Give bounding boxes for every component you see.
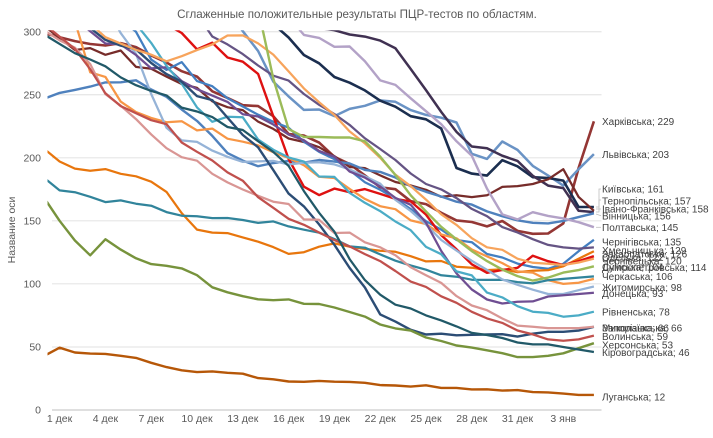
svg-text:Луганська; 12: Луганська; 12 [602,393,666,404]
svg-text:Закарпатська; 126: Закарпатська; 126 [602,250,688,261]
svg-text:3 янв: 3 янв [550,413,576,425]
svg-text:22 дек: 22 дек [365,413,397,425]
svg-text:50: 50 [29,342,41,354]
svg-text:Сглаженные положительные резул: Сглаженные положительные результаты ПЦР-… [177,8,537,21]
svg-text:Житомирська; 98: Житомирська; 98 [602,283,682,294]
svg-text:Волинська; 59: Волинська; 59 [602,332,668,343]
svg-text:Херсонська; 53: Херсонська; 53 [602,340,673,351]
svg-text:Запорізька; 66: Запорізька; 66 [602,323,669,334]
svg-text:Харківська; 229: Харківська; 229 [602,117,675,128]
svg-text:1 дек: 1 дек [47,413,73,425]
svg-text:Сумська; 104: Сумська; 104 [602,262,664,273]
svg-text:Одеська; 122: Одеська; 122 [602,253,664,264]
svg-text:300: 300 [23,26,41,38]
svg-text:Івано-Франківська; 158: Івано-Франківська; 158 [602,205,709,216]
svg-text:7 дек: 7 дек [139,413,165,425]
svg-text:Черкаська; 106: Черкаська; 106 [602,272,673,283]
svg-text:200: 200 [23,152,41,164]
svg-text:Чернівецька; 120: Чернівецька; 120 [602,256,682,267]
svg-text:Рівненська; 78: Рівненська; 78 [602,308,670,319]
svg-text:Кіровоградська; 46: Кіровоградська; 46 [602,348,690,359]
svg-text:Вінницька; 156: Вінницька; 156 [602,212,671,223]
svg-text:28 дек: 28 дек [456,413,488,425]
svg-text:Хмельницька; 129: Хмельницька; 129 [602,246,687,257]
svg-text:250: 250 [23,89,41,101]
svg-text:16 дек: 16 дек [273,413,305,425]
svg-text:0: 0 [35,405,41,417]
svg-text:150: 150 [23,215,41,227]
svg-text:100: 100 [23,278,41,290]
svg-text:31 дек: 31 дек [502,413,534,425]
svg-text:10 дек: 10 дек [181,413,213,425]
svg-text:Донецька; 93: Донецька; 93 [602,289,664,300]
svg-text:Миколаївська; 66: Миколаївська; 66 [602,324,683,335]
svg-text:25 дек: 25 дек [410,413,442,425]
svg-text:Львівська; 203: Львівська; 203 [602,150,670,161]
svg-text:Дніпропетровська; 114: Дніпропетровська; 114 [602,263,707,274]
svg-text:Тернопільська; 157: Тернопільська; 157 [602,196,691,207]
svg-text:Київська; 161: Київська; 161 [602,185,664,196]
svg-text:4 дек: 4 дек [93,413,119,425]
svg-text:Чернігівська; 135: Чернігівська; 135 [602,238,682,249]
svg-text:Полтавська; 145: Полтавська; 145 [602,223,679,234]
svg-text:Название оси: Название оси [6,196,18,263]
svg-text:19 дек: 19 дек [319,413,351,425]
svg-text:13 дек: 13 дек [227,413,259,425]
